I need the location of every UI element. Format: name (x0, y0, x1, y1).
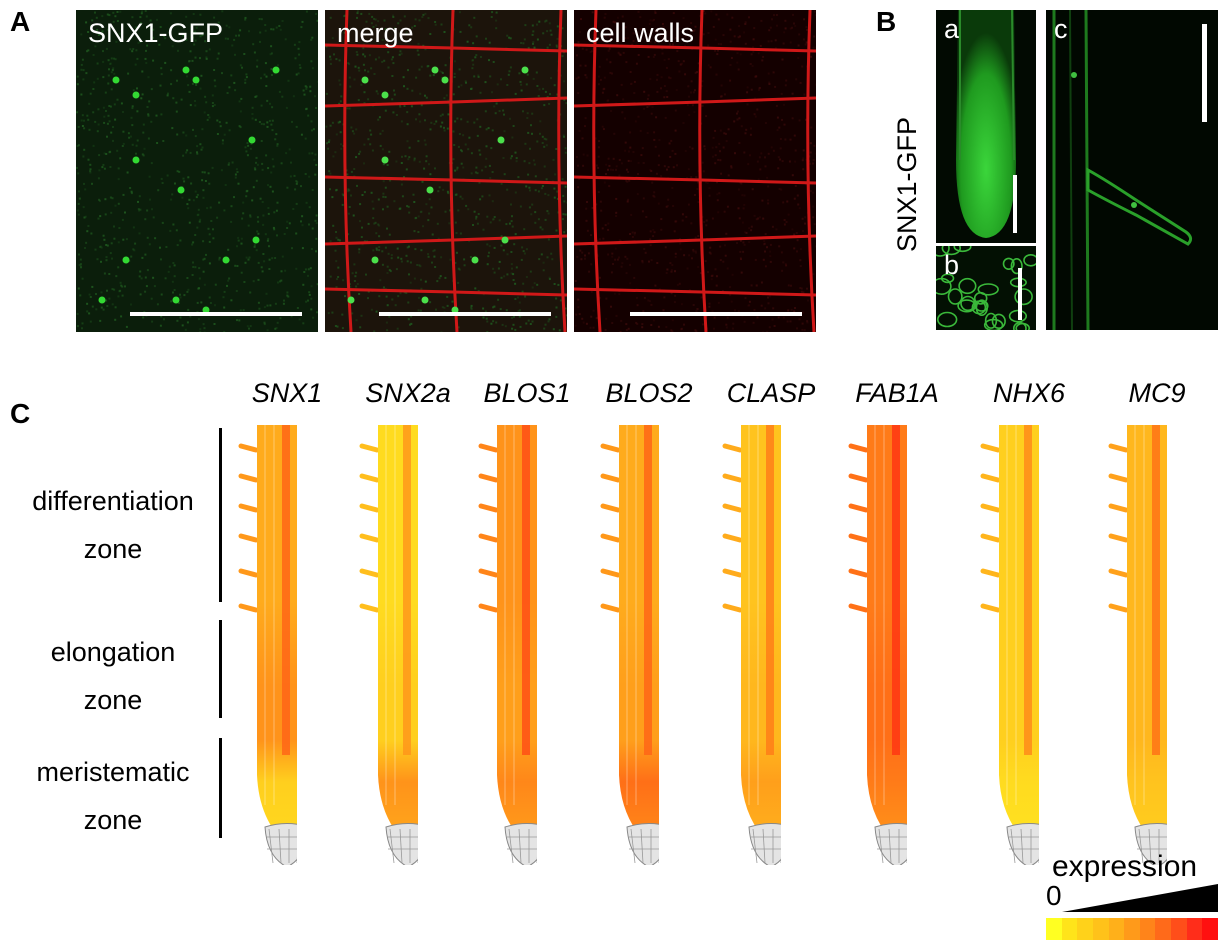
zone-label-differentiation: differentiation zone (8, 477, 218, 573)
micrograph-canvas (574, 10, 816, 332)
gene-header: FAB1A (855, 378, 939, 408)
root-map-snx2a (359, 425, 418, 865)
micrograph-label: SNX1-GFP (88, 18, 224, 48)
root-map-mc9 (1108, 425, 1167, 865)
root-map-clasp (722, 425, 781, 865)
epidermal-cells-micrograph (936, 246, 1036, 330)
micrograph-label: cell walls (586, 18, 695, 48)
scale-bar (379, 312, 551, 316)
zone-label-line2: zone (83, 685, 143, 715)
zone-label-meristematic: meristematic zone (8, 748, 218, 844)
panel-letter-a: A (10, 6, 31, 37)
gene-header: SNX2a (365, 378, 451, 408)
scale-bar (1018, 268, 1022, 320)
gene-header: BLOS2 (605, 378, 693, 408)
zone-label-line1: elongation (50, 637, 176, 667)
legend-title: expression (1052, 850, 1198, 883)
root-map-blos1 (478, 425, 537, 865)
zone-label-line1: meristematic (36, 757, 190, 787)
legend-swatch (1202, 918, 1219, 940)
panel-b-a-image: a (936, 10, 1036, 243)
legend-ramp-triangle (1062, 884, 1218, 912)
zone-bracket-differentiation (219, 428, 222, 602)
zone-label-line1: differentiation (32, 486, 194, 516)
panel-letter-c: C (10, 398, 31, 429)
micrograph-label: merge (337, 18, 414, 48)
root-tip-shape (956, 10, 1016, 238)
legend-swatch (1046, 918, 1062, 940)
root-map-blos2 (600, 425, 659, 865)
panel-letter-b: B (876, 6, 897, 37)
subpanel-label-a: a (944, 14, 960, 44)
zone-label-line2: zone (83, 805, 143, 835)
legend-swatch (1171, 918, 1187, 940)
legend-swatch (1077, 918, 1093, 940)
micrograph-2: cell walls (574, 10, 816, 332)
root-hair-micrograph (1052, 10, 1207, 330)
scale-bar (130, 312, 302, 316)
zone-bracket-meristematic (219, 738, 222, 838)
legend-swatch (1092, 918, 1109, 940)
root-map-snx1 (238, 425, 297, 865)
zone-label-line2: zone (83, 534, 143, 564)
legend-zero: 0 (1046, 880, 1062, 911)
gene-header: NHX6 (992, 378, 1066, 408)
micrograph-canvas (325, 10, 567, 332)
gene-header: MC9 (1128, 378, 1186, 408)
legend-color-scale (1046, 918, 1219, 940)
zone-bracket-elongation (219, 620, 222, 718)
micrograph-0: SNX1-GFP (76, 10, 318, 332)
zone-label-elongation: elongation zone (8, 628, 218, 724)
root-map-nhx6 (980, 425, 1039, 865)
legend-swatch (1061, 918, 1078, 940)
subpanel-label-b: b (944, 250, 960, 280)
legend-swatch (1124, 918, 1140, 940)
legend-swatch (1139, 918, 1156, 940)
scale-bar (630, 312, 802, 316)
legend-swatch (1108, 918, 1125, 940)
scale-bar (1202, 24, 1207, 122)
micrograph-canvas (76, 10, 318, 332)
panel-b-c-image: c (1046, 10, 1218, 330)
scale-bar (1013, 175, 1017, 233)
gene-header: BLOS1 (483, 378, 571, 408)
legend-swatch (1186, 918, 1203, 940)
panel-b-ylabel: SNX1-GFP (892, 116, 922, 252)
gene-header: CLASP (726, 378, 816, 408)
legend-swatch (1155, 918, 1172, 940)
micrograph-1: merge (325, 10, 567, 332)
gene-header: SNX1 (251, 378, 323, 408)
root-hair (1086, 167, 1193, 246)
root-tip-micrograph (956, 10, 1017, 238)
panel-b-b-image: b (936, 246, 1036, 330)
subpanel-label-c: c (1054, 14, 1068, 44)
root-map-fab1a (848, 425, 907, 865)
